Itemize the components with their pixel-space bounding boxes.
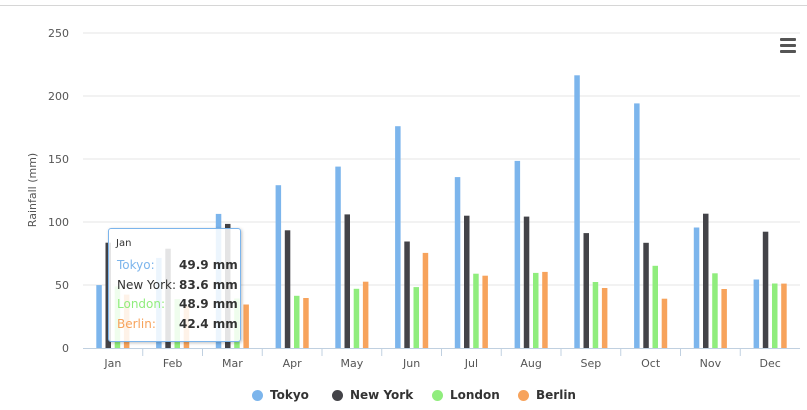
tooltip-series-value: 83.6 mm <box>179 278 238 292</box>
tooltip-series-value: 48.9 mm <box>179 297 238 311</box>
x-tick-label: Nov <box>700 357 722 370</box>
bar-berlin-may[interactable] <box>362 281 369 348</box>
bar-london-oct[interactable] <box>652 265 659 348</box>
bar-new-york-jun[interactable] <box>404 241 410 349</box>
tooltip-series-name: New York: <box>117 278 176 292</box>
x-tick-label: Aug <box>520 357 541 370</box>
bar-london-jun[interactable] <box>413 287 420 348</box>
bar-berlin-sep[interactable] <box>601 288 608 348</box>
y-axis-ticks: 0 50 100 150 200 250 <box>48 27 69 355</box>
y-axis-label: Rainfall (mm) <box>26 153 39 227</box>
bar-berlin-mar[interactable] <box>243 304 249 349</box>
bar-new-york-apr[interactable] <box>284 230 291 348</box>
tooltip-header: Jan <box>116 238 132 249</box>
bar-london-apr[interactable] <box>294 295 300 348</box>
bar-new-york-aug[interactable] <box>523 216 530 348</box>
x-tick-label: Feb <box>163 357 182 370</box>
x-tick-label: Apr <box>283 357 303 370</box>
tooltip-series-name: Berlin: <box>117 317 156 331</box>
bar-berlin-dec[interactable] <box>781 283 787 348</box>
y-tick-label: 150 <box>48 153 69 166</box>
tooltip: Jan Tokyo: 49.9 mm New York: 83.6 mm Lon… <box>108 228 241 342</box>
chart-menu-button[interactable] <box>777 36 801 54</box>
bar-tokyo-jan[interactable] <box>96 285 102 348</box>
bar-london-may[interactable] <box>353 288 360 348</box>
legend-dot-icon <box>332 390 343 401</box>
y-tick-label: 50 <box>55 279 69 292</box>
bar-new-york-sep[interactable] <box>583 233 590 348</box>
bar-berlin-jul[interactable] <box>482 275 488 348</box>
bar-new-york-jul[interactable] <box>464 215 470 348</box>
hamburger-menu-icon <box>780 38 796 41</box>
bar-berlin-nov[interactable] <box>721 289 727 348</box>
bar-new-york-may[interactable] <box>344 214 351 348</box>
legend-label: London <box>450 388 500 402</box>
bar-tokyo-oct[interactable] <box>634 103 640 349</box>
x-tick-label: Sep <box>581 357 602 370</box>
bar-london-dec[interactable] <box>772 283 778 349</box>
x-tick-label: Jun <box>402 357 420 370</box>
bar-london-sep[interactable] <box>592 282 599 348</box>
x-tick-label: Mar <box>222 357 243 370</box>
x-tick-label: May <box>341 357 364 370</box>
bar-tokyo-may[interactable] <box>335 166 341 348</box>
legend-label: New York <box>350 388 414 402</box>
y-tick-label: 100 <box>48 216 69 229</box>
x-tick-label: Oct <box>641 357 661 370</box>
bar-london-nov[interactable] <box>712 273 718 348</box>
y-tick-label: 200 <box>48 90 69 103</box>
tooltip-series-value: 42.4 mm <box>179 317 238 331</box>
bar-berlin-jun[interactable] <box>422 252 429 348</box>
bar-new-york-nov[interactable] <box>703 213 709 348</box>
x-tick-label: Jul <box>464 357 478 370</box>
bar-tokyo-apr[interactable] <box>275 185 282 348</box>
y-tick-label: 250 <box>48 27 69 40</box>
bar-new-york-oct[interactable] <box>643 242 649 348</box>
bar-tokyo-nov[interactable] <box>693 227 700 349</box>
legend-label: Tokyo <box>270 388 309 402</box>
x-axis: Jan Feb Mar Apr May Jun Jul Aug Sep Oct Nov Dec <box>83 348 800 370</box>
bar-berlin-oct[interactable] <box>661 298 668 348</box>
bar-berlin-apr[interactable] <box>303 298 309 348</box>
tooltip-series-name: Tokyo: <box>117 258 155 272</box>
bar-tokyo-dec[interactable] <box>753 279 760 349</box>
bar-tokyo-aug[interactable] <box>514 160 521 348</box>
bar-london-aug[interactable] <box>533 272 539 348</box>
tooltip-series-value: 49.9 mm <box>179 258 238 272</box>
hamburger-menu-icon-bar <box>780 44 796 47</box>
legend-dot-icon <box>252 390 263 401</box>
hamburger-menu-icon-bar <box>780 50 796 53</box>
legend-label: Berlin <box>536 388 576 402</box>
bar-tokyo-jun[interactable] <box>395 126 401 348</box>
legend: Tokyo New York London Berlin <box>0 386 807 406</box>
x-tick-label: Jan <box>103 357 121 370</box>
bar-tokyo-sep[interactable] <box>574 75 580 349</box>
top-border <box>0 0 807 6</box>
bar-new-york-dec[interactable] <box>762 231 769 348</box>
y-tick-label: 0 <box>62 342 69 355</box>
bar-berlin-aug[interactable] <box>542 271 548 348</box>
x-tick-label: Dec <box>759 357 780 370</box>
bar-tokyo-jul[interactable] <box>454 177 461 348</box>
bar-london-jul[interactable] <box>473 273 479 348</box>
legend-dot-icon <box>432 390 443 401</box>
tooltip-series-name: London: <box>117 297 166 311</box>
legend-dot-icon <box>518 390 529 401</box>
